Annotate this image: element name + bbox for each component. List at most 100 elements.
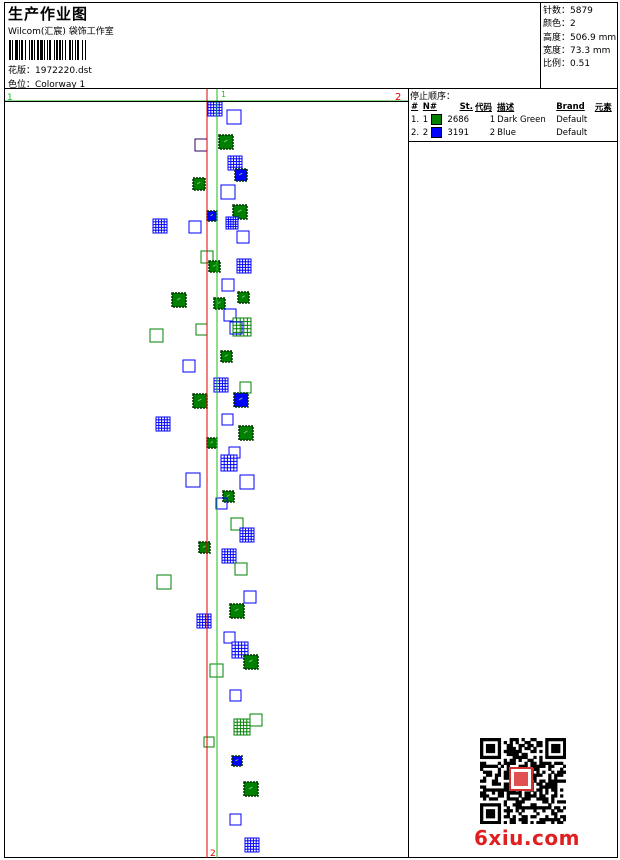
motif-filled	[198, 541, 211, 554]
row-code: 1	[489, 114, 496, 125]
stop-sequence-title: 停止顺序：	[410, 92, 456, 102]
barcode-bar	[19, 40, 20, 60]
barcode-bar	[49, 40, 51, 60]
motif-outline	[230, 517, 244, 531]
motif-outline	[156, 574, 172, 590]
barcode-bar	[61, 40, 62, 60]
sheet-border	[4, 2, 618, 858]
motif-filled	[206, 210, 218, 222]
motif-filled	[171, 292, 187, 308]
barcode-bar	[45, 40, 47, 60]
motif-grid	[213, 377, 229, 393]
marker-top-right: 2	[395, 92, 401, 103]
barcode-bar	[29, 40, 30, 60]
col-desc: 描述	[497, 103, 515, 113]
row-needle: 1	[422, 113, 447, 126]
stop-sequence-table: # N# St. 代码 描述 Brand 元素 1. 1 2686 1 Dark…	[410, 101, 616, 139]
motif-outline	[249, 713, 263, 727]
row-desc: Blue	[497, 127, 516, 138]
motif-outline	[223, 308, 237, 322]
barcode-bar	[51, 40, 54, 60]
motif-filled	[206, 437, 218, 449]
sheet-header: 生产作业图 Wilcom(汇宸) 袋饰工作室 花版：1972220.dst 色位…	[5, 3, 540, 90]
motif-grid	[152, 218, 168, 234]
barcode-bar	[37, 40, 39, 60]
motif-grid	[196, 613, 212, 629]
motif-filled	[229, 603, 245, 619]
barcode-bar	[56, 40, 58, 60]
studio-name: Wilcom(汇宸) 袋饰工作室	[8, 27, 114, 37]
motif-outline	[239, 381, 252, 394]
motif-outline	[234, 562, 248, 576]
barcode-bar	[23, 40, 25, 60]
barcode-bar	[72, 40, 73, 60]
design-file-name: 花版：1972220.dst	[8, 66, 92, 76]
col-needle: N#	[422, 102, 438, 112]
row-num: 2.	[411, 127, 420, 138]
motif-outline	[220, 184, 236, 200]
motif-filled	[220, 350, 233, 363]
motif-grid	[220, 454, 238, 472]
motif-outline	[185, 472, 201, 488]
row-stitches: 3191	[447, 127, 470, 138]
divider	[408, 141, 618, 142]
color-swatch	[430, 127, 442, 138]
motif-outline	[194, 138, 208, 152]
motif-filled	[238, 425, 254, 441]
col-stitches: St.	[459, 102, 473, 112]
barcode-bar	[44, 40, 45, 60]
motif-filled	[218, 134, 234, 150]
table-row: 1. 1 2686 1 Dark Green Default	[410, 113, 616, 126]
motif-filled	[192, 177, 206, 191]
motif-outline	[239, 474, 255, 490]
divider	[4, 101, 408, 102]
barcode-bar	[86, 40, 87, 60]
col-element: 元素	[594, 103, 612, 113]
divider	[4, 88, 618, 89]
motif-outline	[182, 359, 196, 373]
motif-grid	[221, 548, 237, 564]
embroidery-motifs	[149, 101, 263, 853]
motif-filled	[232, 204, 248, 220]
col-num: #	[411, 102, 419, 112]
barcode-bar	[18, 40, 19, 60]
motif-outline	[203, 736, 215, 748]
barcode-bar	[69, 40, 71, 60]
barcode-bar	[83, 40, 85, 60]
motif-outline	[229, 321, 243, 335]
page-title: 生产作业图	[8, 5, 89, 23]
barcode-bar	[13, 40, 15, 60]
barcode-bar	[48, 40, 49, 60]
motif-grid	[207, 101, 223, 117]
barcode-bar	[43, 40, 44, 60]
barcode-bar	[71, 40, 72, 60]
barcode-bar	[40, 40, 43, 60]
barcode-bar	[82, 40, 83, 60]
header-divider	[540, 2, 541, 88]
motif-outline	[221, 413, 234, 426]
motif-grid	[225, 216, 239, 230]
marker-top-left: 1	[7, 93, 13, 103]
barcode-bar	[26, 40, 29, 60]
barcode-bar	[15, 40, 18, 60]
motif-outline	[149, 328, 164, 343]
barcode-bar	[73, 40, 75, 60]
motif-filled	[231, 755, 243, 767]
stat-height: 高度：506.9 mm	[543, 32, 617, 43]
barcode-bar	[31, 40, 33, 60]
barcode-bar	[9, 40, 11, 60]
divider	[408, 88, 409, 858]
row-desc: Dark Green	[497, 114, 546, 125]
barcode-bar	[77, 40, 79, 60]
barcode-bar	[75, 40, 76, 60]
motif-outline	[215, 497, 228, 510]
marker-bottom: 2	[210, 849, 216, 858]
embroidery-preview: 1 2 1 2	[5, 89, 408, 858]
barcode-bar	[63, 40, 65, 60]
barcode-bar	[65, 40, 66, 60]
motif-outline	[195, 323, 208, 336]
barcode-bar	[55, 40, 56, 60]
row-code: 2	[489, 127, 496, 138]
motif-filled	[237, 291, 250, 304]
barcode-bar	[11, 40, 12, 60]
